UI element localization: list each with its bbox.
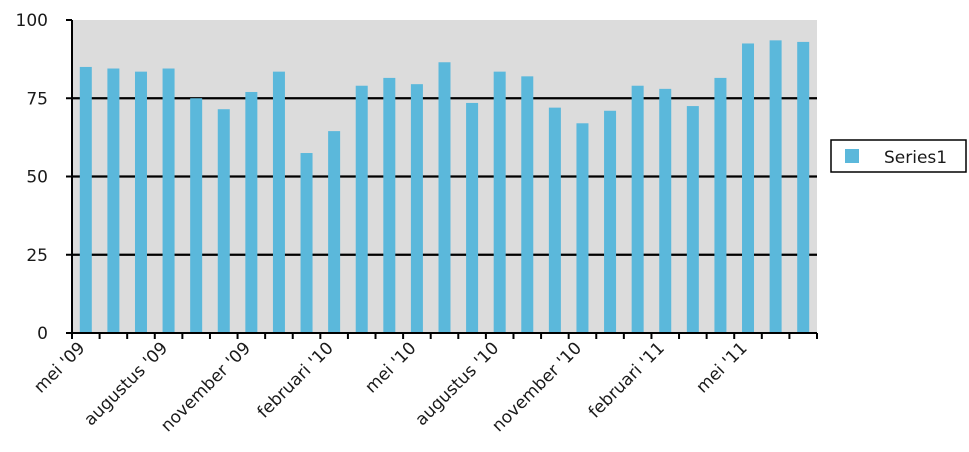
bar (797, 41, 810, 333)
bar (714, 77, 727, 333)
bar (631, 85, 644, 333)
x-tick-label: mei '11 (693, 338, 752, 397)
legend-swatch (845, 149, 859, 163)
bar (79, 66, 92, 333)
legend-label: Series1 (884, 148, 947, 168)
bar (383, 77, 396, 333)
bar (548, 107, 561, 333)
x-tick-label: november '10 (488, 338, 586, 436)
axes (66, 19, 818, 339)
bar (300, 153, 313, 333)
bar (438, 62, 451, 333)
bar (355, 85, 368, 333)
x-tick-label: november '09 (157, 338, 255, 436)
bar (245, 91, 258, 334)
y-tick-labels: 0 25 50 75 100 (16, 11, 48, 344)
bar (576, 123, 589, 333)
bar (604, 110, 617, 334)
bar (493, 71, 506, 334)
bar (769, 40, 782, 333)
x-tick-label: mei '10 (361, 338, 420, 397)
bar (410, 84, 423, 333)
bar (466, 102, 479, 333)
y-tick-label: 50 (26, 168, 48, 188)
bar (521, 76, 534, 333)
legend: Series1 (830, 139, 967, 173)
y-tick-label: 25 (26, 246, 48, 266)
bar (272, 71, 285, 334)
x-tick-label: mei '09 (30, 338, 89, 397)
bar (217, 109, 230, 333)
x-tick-label: augustus '09 (80, 338, 172, 430)
bar (190, 98, 203, 333)
bar (162, 68, 175, 333)
bar (107, 68, 120, 333)
y-tick-label: 75 (26, 89, 48, 109)
bar (134, 71, 147, 334)
x-tick-label: februari '11 (585, 338, 669, 422)
x-tick-label: augustus '10 (412, 338, 504, 430)
bar (659, 88, 672, 333)
bars (79, 40, 810, 334)
bar (742, 43, 755, 333)
y-tick-label: 100 (16, 11, 48, 31)
bar (328, 131, 341, 333)
bar (686, 106, 699, 333)
x-tick-label: februari '10 (254, 338, 338, 422)
y-tick-label: 0 (37, 324, 48, 344)
